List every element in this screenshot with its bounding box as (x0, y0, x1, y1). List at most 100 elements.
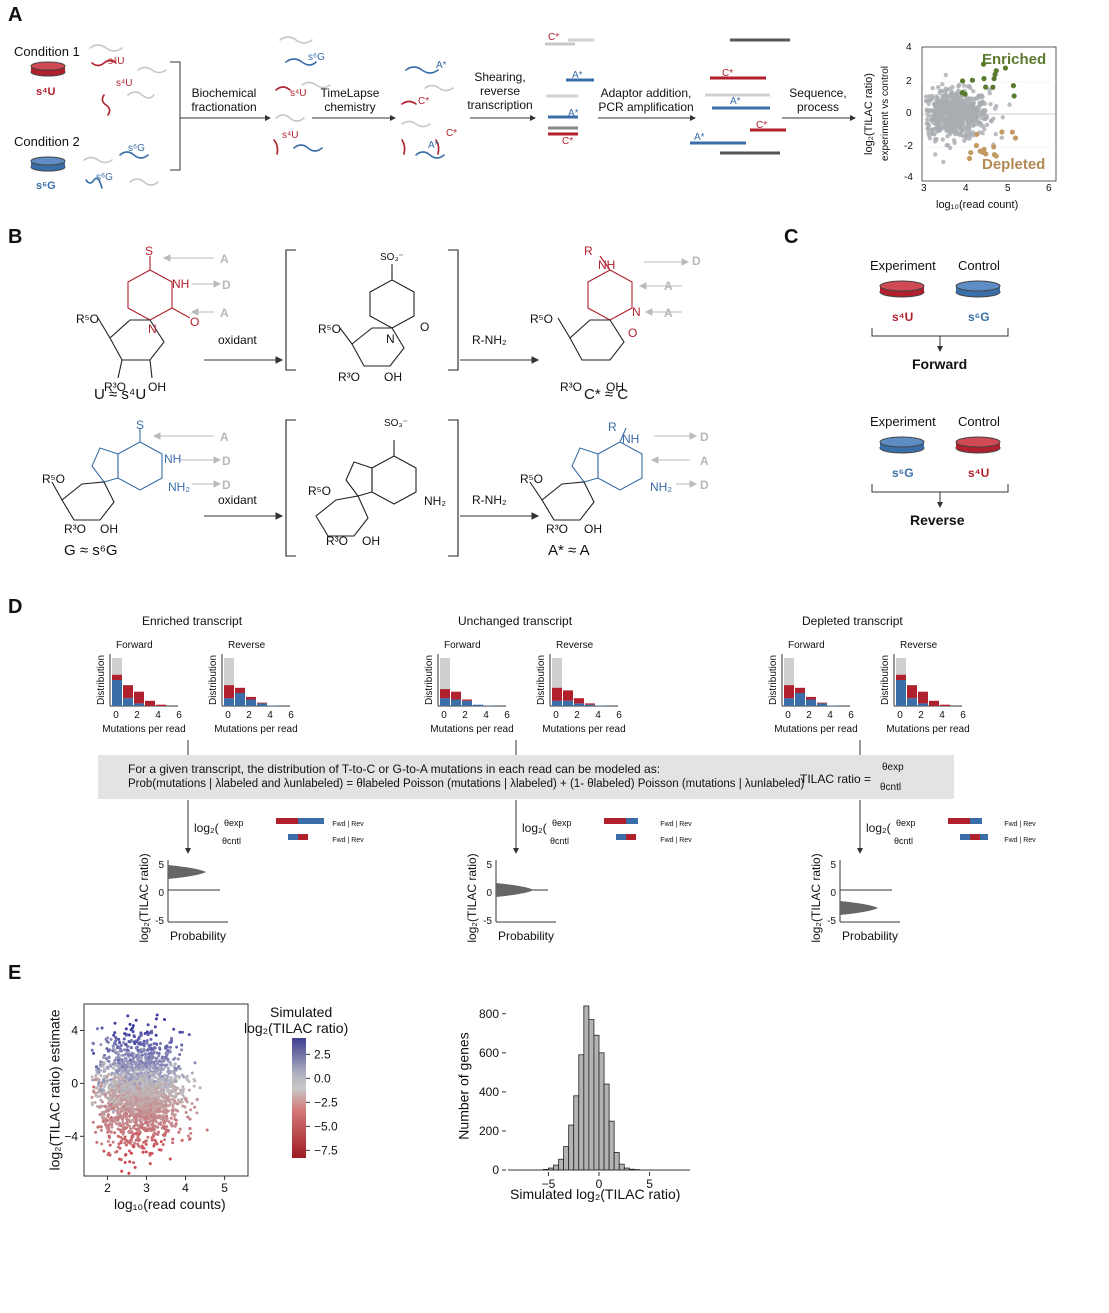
formula-theta-cntl: θcntl (550, 836, 569, 846)
e-point (97, 1077, 101, 1081)
e-point (126, 1084, 130, 1088)
scatter-point (925, 117, 930, 122)
e-point (162, 1088, 166, 1092)
e-point (150, 1095, 154, 1099)
scatter-point (934, 136, 939, 142)
e-point (111, 1044, 115, 1048)
e-point (95, 1027, 99, 1031)
e-point (152, 1042, 156, 1046)
e-point (181, 1093, 185, 1097)
e-point (158, 1047, 162, 1051)
e-point (152, 1091, 156, 1095)
reverse-label: Reverse (900, 640, 938, 651)
e-point (187, 1080, 191, 1084)
e-scatter-xtick: 2 (104, 1181, 111, 1195)
a-xtick-4: 4 (963, 183, 969, 194)
e-point (119, 1107, 123, 1111)
e-point (101, 1078, 105, 1082)
scatter-point (946, 123, 951, 128)
e-point (118, 1072, 122, 1076)
e-point (129, 1093, 133, 1097)
e-point (127, 1149, 131, 1153)
e-point (188, 1117, 192, 1121)
hist-xtick: −5 (542, 1177, 556, 1191)
hist-bar-blue (817, 703, 827, 706)
e-point (103, 1093, 107, 1097)
e-point (98, 1094, 102, 1098)
hist-bar-blue (574, 703, 584, 706)
e-point (112, 1041, 116, 1045)
e-point (142, 1047, 146, 1051)
e-point (163, 1046, 167, 1050)
density-ytick: -5 (827, 916, 836, 927)
scatter-point (951, 99, 957, 105)
formula-bar-blue (626, 818, 638, 824)
mutations-label: Mutations per read (886, 724, 969, 735)
e-point (121, 1089, 125, 1093)
scatter-point (958, 132, 964, 137)
a-ytick-2: 2 (906, 76, 912, 87)
e-point (173, 1095, 177, 1099)
e-point (106, 1106, 110, 1110)
e-point (136, 1063, 140, 1067)
hist-bar (608, 1120, 615, 1171)
e-point (125, 1048, 129, 1052)
scatter-point (971, 119, 977, 124)
e-point (164, 1128, 168, 1132)
e-point (104, 1109, 108, 1113)
e-point (187, 1137, 191, 1141)
e-point (117, 1056, 121, 1060)
b-r3o-2: R³O (338, 370, 360, 384)
formula-bar-red-2 (626, 834, 636, 840)
colorbar (292, 1038, 306, 1158)
e-point (99, 1068, 103, 1072)
e-point (165, 1116, 169, 1120)
b-r3o-5: R³O (326, 534, 348, 548)
fwd-rev-2: Fwd | Rev (660, 837, 692, 844)
hist-bar (563, 1146, 570, 1171)
scatter-point (967, 124, 973, 129)
e-point (101, 1092, 105, 1096)
scatter-point (929, 131, 935, 136)
hist-bar-blue (563, 700, 573, 706)
hist-bar-blue (235, 693, 245, 706)
scatter-point (952, 140, 957, 146)
distribution-label: Distribution (768, 655, 779, 705)
hist-bar (542, 1169, 549, 1171)
step-shearing: Shearing, reverse transcription (467, 70, 533, 112)
hist-xtick: 6 (616, 710, 622, 721)
formula-theta-exp: θexp (896, 818, 916, 828)
e-point (121, 1098, 125, 1102)
e-point (142, 1039, 146, 1043)
fwd-rev-1: Fwd | Rev (1004, 821, 1036, 828)
e-point (119, 1044, 123, 1048)
b-r5o-1: R⁵O (76, 312, 99, 326)
scatter-point (977, 102, 982, 107)
density-shape (840, 901, 878, 915)
b-r5o-6: R⁵O (520, 472, 543, 486)
e-point (190, 1101, 194, 1105)
e-point (133, 1096, 137, 1100)
b-so3-2: SO₃⁻ (384, 418, 408, 429)
e-point (167, 1082, 171, 1086)
e-point (172, 1112, 176, 1116)
scatter-point (984, 122, 990, 128)
e-point (90, 1048, 94, 1052)
scatter-point (948, 119, 953, 125)
e-point (138, 1041, 142, 1045)
e-scatter-ytick: 0 (71, 1076, 78, 1090)
hist-bar-blue (123, 698, 133, 706)
e-point (147, 1055, 151, 1059)
e-point (113, 1031, 117, 1035)
e-point (105, 1127, 109, 1131)
c-star-3: C* (548, 32, 560, 43)
step-fractionation: Biochemical fractionation (191, 86, 257, 114)
e-point (126, 1140, 130, 1144)
e-point (121, 1117, 125, 1121)
scatter-point (926, 127, 931, 133)
e-point (159, 1068, 163, 1072)
e-point (99, 1128, 103, 1132)
hist-bar-red (574, 698, 584, 704)
e-point (91, 1120, 95, 1124)
e-point (124, 1076, 128, 1080)
